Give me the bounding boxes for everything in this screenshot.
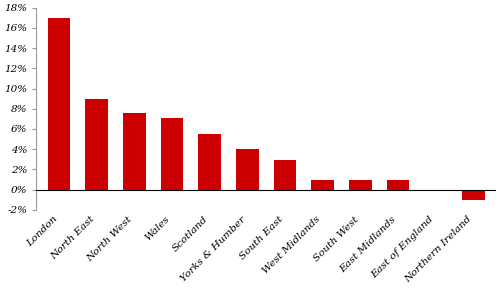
Bar: [160, 118, 183, 190]
Bar: [198, 134, 221, 190]
Bar: [48, 18, 70, 190]
Bar: [312, 179, 334, 190]
Bar: [86, 99, 108, 190]
Bar: [123, 113, 146, 190]
Bar: [386, 179, 409, 190]
Bar: [462, 190, 484, 200]
Bar: [236, 149, 258, 190]
Bar: [349, 179, 372, 190]
Bar: [274, 160, 296, 190]
